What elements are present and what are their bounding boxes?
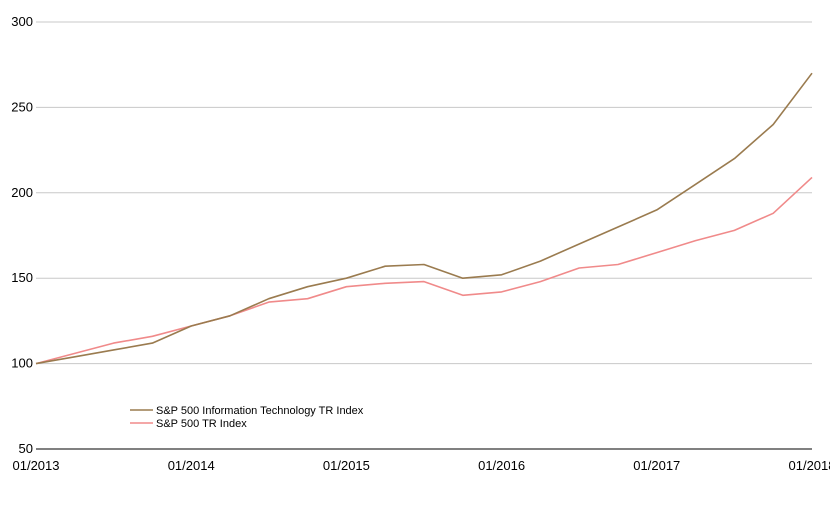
- x-tick-label: 01/2016: [478, 458, 525, 473]
- y-tick-label: 100: [11, 356, 33, 371]
- series-line-1: [35, 176, 813, 365]
- y-tick-label: 50: [19, 441, 33, 456]
- series-lines: [35, 72, 813, 365]
- grid-lines: [36, 21, 812, 450]
- legend-label: S&P 500 TR Index: [156, 418, 247, 430]
- series-line-0: [35, 72, 813, 365]
- x-tick-label: 01/2017: [633, 458, 680, 473]
- y-tick-label: 150: [11, 270, 33, 285]
- x-tick-label: 01/2013: [13, 458, 60, 473]
- legend-label: S&P 500 Information Technology TR Index: [156, 405, 364, 417]
- y-tick-label: 300: [11, 14, 33, 29]
- x-tick-label: 01/2018: [789, 458, 830, 473]
- y-tick-label: 250: [11, 99, 33, 114]
- x-tick-label: 01/2015: [323, 458, 370, 473]
- y-tick-labels: 50 100 150 200 250 300: [11, 14, 33, 456]
- legend: S&P 500 Information Technology TR IndexS…: [130, 405, 364, 430]
- x-tick-label: 01/2014: [168, 458, 215, 473]
- y-tick-label: 200: [11, 185, 33, 200]
- x-tick-labels: 01/2013 01/2014 01/2015 01/2016 01/2017 01/20…: [13, 458, 830, 473]
